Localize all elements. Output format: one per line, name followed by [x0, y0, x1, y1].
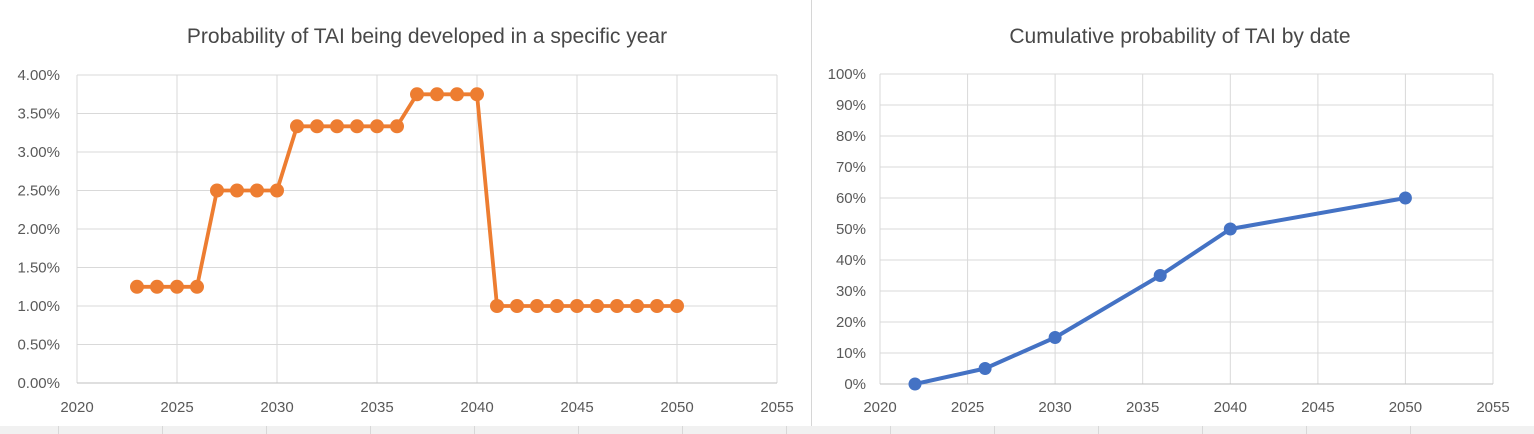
data-point-marker: [310, 119, 324, 134]
data-point-marker: [290, 119, 304, 134]
series-line: [913, 196, 1408, 386]
y-tick-label: 1.00%: [17, 298, 60, 315]
data-point-marker: [430, 87, 444, 102]
x-tick-label: 2055: [760, 399, 793, 416]
x-tick-label: 2040: [460, 399, 493, 416]
y-tick-label: 20%: [836, 314, 866, 331]
data-point-marker: [210, 183, 224, 198]
data-point-marker: [270, 183, 284, 198]
cumulative-probability-chart: Cumulative probability of TAI by date 20…: [828, 25, 1510, 416]
y-tick-label: 100%: [828, 66, 866, 83]
x-tick-label: 2030: [260, 399, 293, 416]
data-point-marker: [650, 299, 664, 313]
x-tick-label: 2030: [1038, 399, 1071, 416]
x-tick-label: 2040: [1214, 399, 1247, 416]
data-point-marker: [978, 362, 992, 375]
y-tick-label: 10%: [836, 345, 866, 362]
y-tick-label: 0.50%: [17, 337, 60, 354]
data-point-marker: [490, 299, 504, 313]
y-tick-label: 2.00%: [17, 221, 60, 238]
data-point-marker: [370, 119, 384, 134]
data-point-marker: [570, 299, 584, 313]
chart-title-yearly-probability: Probability of TAI being developed in a …: [187, 25, 667, 48]
x-tick-label: 2020: [863, 399, 896, 416]
data-point-marker: [1153, 269, 1167, 282]
data-point-marker: [630, 299, 644, 313]
y-tick-label: 70%: [836, 159, 866, 176]
yearly-probability-chart: Probability of TAI being developed in a …: [17, 25, 793, 416]
y-tick-label: 50%: [836, 221, 866, 238]
data-point-marker: [590, 299, 604, 313]
data-point-marker: [330, 119, 344, 134]
x-tick-label: 2025: [951, 399, 984, 416]
x-tick-label: 2050: [1389, 399, 1422, 416]
data-point-marker: [1223, 222, 1237, 236]
data-point-marker: [1048, 331, 1062, 344]
series-line: [135, 92, 679, 308]
data-point-marker: [450, 87, 464, 102]
chart-title-cumulative-probability: Cumulative probability of TAI by date: [1009, 25, 1350, 48]
data-point-marker: [610, 299, 624, 313]
data-point-marker: [130, 279, 144, 294]
data-point-marker: [350, 119, 364, 134]
y-tick-label: 80%: [836, 128, 866, 145]
data-point-marker: [470, 87, 484, 102]
chart-panel-cumulative-probability[interactable]: Cumulative probability of TAI by date 20…: [812, 0, 1534, 426]
y-tick-label: 90%: [836, 97, 866, 114]
x-tick-label: 2035: [360, 399, 393, 416]
x-tick-label: 2045: [560, 399, 593, 416]
y-tick-label: 4.00%: [17, 67, 60, 84]
y-tick-label: 3.50%: [17, 106, 60, 123]
data-point-marker: [410, 87, 424, 102]
chart-panel-yearly-probability[interactable]: Probability of TAI being developed in a …: [0, 0, 812, 426]
y-tick-label: 60%: [836, 190, 866, 207]
y-tick-label: 30%: [836, 283, 866, 300]
data-point-marker: [230, 183, 244, 198]
data-point-marker: [530, 299, 544, 313]
y-tick-label: 3.00%: [17, 144, 60, 161]
data-point-marker: [908, 377, 922, 391]
data-point-marker: [670, 299, 684, 313]
x-tick-label: 2055: [1476, 399, 1509, 416]
x-tick-label: 2045: [1301, 399, 1334, 416]
data-point-marker: [250, 183, 264, 198]
y-tick-label: 0%: [844, 376, 866, 393]
y-tick-label: 1.50%: [17, 260, 60, 277]
data-point-marker: [190, 279, 204, 294]
data-point-marker: [510, 299, 524, 313]
y-tick-label: 40%: [836, 252, 866, 269]
y-tick-label: 0.00%: [17, 375, 60, 392]
data-point-marker: [1398, 191, 1412, 205]
data-point-marker: [170, 279, 184, 294]
x-tick-label: 2025: [160, 399, 193, 416]
data-point-marker: [150, 279, 164, 294]
x-tick-label: 2035: [1126, 399, 1159, 416]
data-point-marker: [550, 299, 564, 313]
x-tick-label: 2020: [60, 399, 93, 416]
sheet-row-below-charts: [0, 426, 1534, 434]
y-tick-label: 2.50%: [17, 183, 60, 200]
data-point-marker: [390, 119, 404, 134]
x-tick-label: 2050: [660, 399, 693, 416]
